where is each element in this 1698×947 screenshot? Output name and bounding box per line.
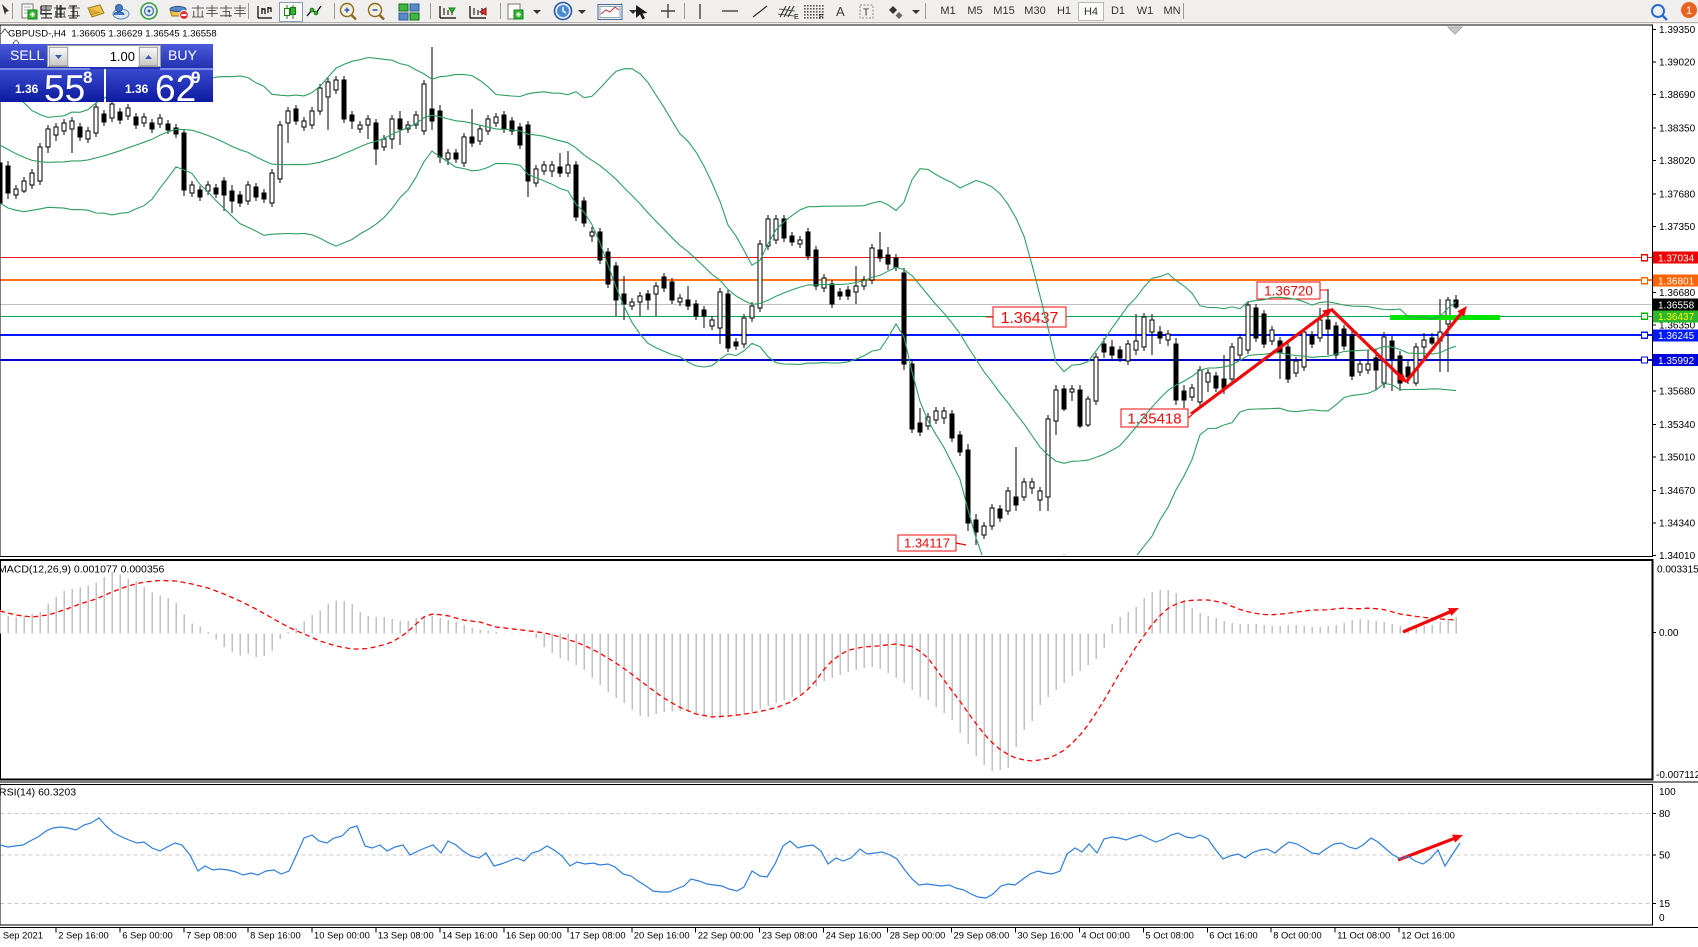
svg-text:1.34010: 1.34010 [1659, 551, 1696, 562]
svg-text:RSI(14) 60.3203: RSI(14) 60.3203 [0, 787, 76, 799]
svg-text:1.34117: 1.34117 [904, 536, 950, 551]
svg-text:1.36720: 1.36720 [1264, 283, 1313, 298]
svg-text:29 Sep 08:00: 29 Sep 08:00 [954, 930, 1010, 941]
svg-text:12 Oct 16:00: 12 Oct 16:00 [1401, 930, 1455, 941]
svg-text:8 Sep 16:00: 8 Sep 16:00 [250, 930, 301, 941]
svg-text:1.37680: 1.37680 [1659, 190, 1696, 201]
svg-text:1.36437: 1.36437 [1658, 312, 1695, 323]
svg-text:2 Sep 2021: 2 Sep 2021 [0, 930, 43, 941]
svg-text:2 Sep 16:00: 2 Sep 16:00 [58, 930, 109, 941]
svg-text:16 Sep 00:00: 16 Sep 00:00 [506, 930, 562, 941]
svg-text:1.39020: 1.39020 [1659, 58, 1696, 69]
svg-text:0: 0 [1659, 913, 1665, 924]
svg-text:10 Sep 00:00: 10 Sep 00:00 [314, 930, 370, 941]
svg-text:50: 50 [1659, 851, 1671, 862]
svg-text:GBPUSD-,H4 1.36605 1.36629 1.: GBPUSD-,H4 1.36605 1.36629 1.36545 1.365… [8, 29, 217, 40]
svg-text:20 Sep 16:00: 20 Sep 16:00 [634, 930, 690, 941]
svg-text:0.00: 0.00 [1659, 628, 1679, 639]
svg-text:8 Oct 00:00: 8 Oct 00:00 [1273, 930, 1321, 941]
svg-text:1.37034: 1.37034 [1658, 253, 1695, 264]
svg-text:11 Oct 08:00: 11 Oct 08:00 [1337, 930, 1390, 941]
svg-text:14 Sep 16:00: 14 Sep 16:00 [442, 930, 498, 941]
svg-text:1.38020: 1.38020 [1659, 156, 1696, 167]
svg-text:1.35680: 1.35680 [1659, 387, 1696, 398]
svg-text:22 Sep 00:00: 22 Sep 00:00 [698, 930, 754, 941]
svg-text:6 Oct 16:00: 6 Oct 16:00 [1209, 930, 1257, 941]
svg-text:15: 15 [1659, 899, 1671, 910]
svg-text:4 Oct 00:00: 4 Oct 00:00 [1081, 930, 1129, 941]
svg-text:A: A [836, 4, 845, 19]
svg-text:6 Sep 00:00: 6 Sep 00:00 [122, 930, 173, 941]
svg-text:1.35010: 1.35010 [1659, 453, 1696, 464]
svg-text:80: 80 [1659, 809, 1671, 820]
svg-text:28 Sep 00:00: 28 Sep 00:00 [890, 930, 946, 941]
svg-text:1.36350: 1.36350 [1659, 321, 1696, 332]
svg-text:1.34340: 1.34340 [1659, 519, 1696, 530]
svg-text:13 Sep 08:00: 13 Sep 08:00 [378, 930, 434, 941]
svg-text:30 Sep 16:00: 30 Sep 16:00 [1018, 930, 1074, 941]
svg-text:1.36680: 1.36680 [1659, 288, 1696, 299]
svg-text:F: F [819, 14, 823, 21]
svg-text:0.003315: 0.003315 [1657, 565, 1698, 576]
svg-text:1.36801: 1.36801 [1658, 276, 1695, 287]
svg-text:1.36245: 1.36245 [1658, 331, 1695, 342]
svg-text:1: 1 [1686, 5, 1692, 17]
svg-text:1.35418: 1.35418 [1127, 410, 1181, 427]
svg-text:5 Oct 08:00: 5 Oct 08:00 [1145, 930, 1193, 941]
svg-text:1.38690: 1.38690 [1659, 90, 1696, 101]
svg-text:T: T [863, 8, 869, 19]
svg-text:1.36558: 1.36558 [1658, 300, 1695, 311]
svg-text:1.37350: 1.37350 [1659, 222, 1696, 233]
svg-text:24 Sep 16:00: 24 Sep 16:00 [826, 930, 882, 941]
svg-text:1.34670: 1.34670 [1659, 486, 1696, 497]
svg-text:-0.007112: -0.007112 [1656, 770, 1698, 781]
svg-text:1.36437: 1.36437 [1001, 310, 1059, 327]
svg-text:E: E [794, 14, 799, 21]
svg-text:1.38350: 1.38350 [1659, 124, 1696, 135]
svg-text:MACD(12,26,9) 0.001077 0.00035: MACD(12,26,9) 0.001077 0.000356 [0, 564, 165, 576]
svg-text:7 Sep 08:00: 7 Sep 08:00 [186, 930, 237, 941]
svg-text:1.35340: 1.35340 [1659, 420, 1696, 431]
svg-text:1.39350: 1.39350 [1659, 25, 1696, 36]
svg-text:17 Sep 08:00: 17 Sep 08:00 [570, 930, 626, 941]
svg-text:100: 100 [1659, 787, 1676, 798]
svg-text:23 Sep 08:00: 23 Sep 08:00 [762, 930, 818, 941]
svg-text:1.35992: 1.35992 [1658, 356, 1695, 367]
